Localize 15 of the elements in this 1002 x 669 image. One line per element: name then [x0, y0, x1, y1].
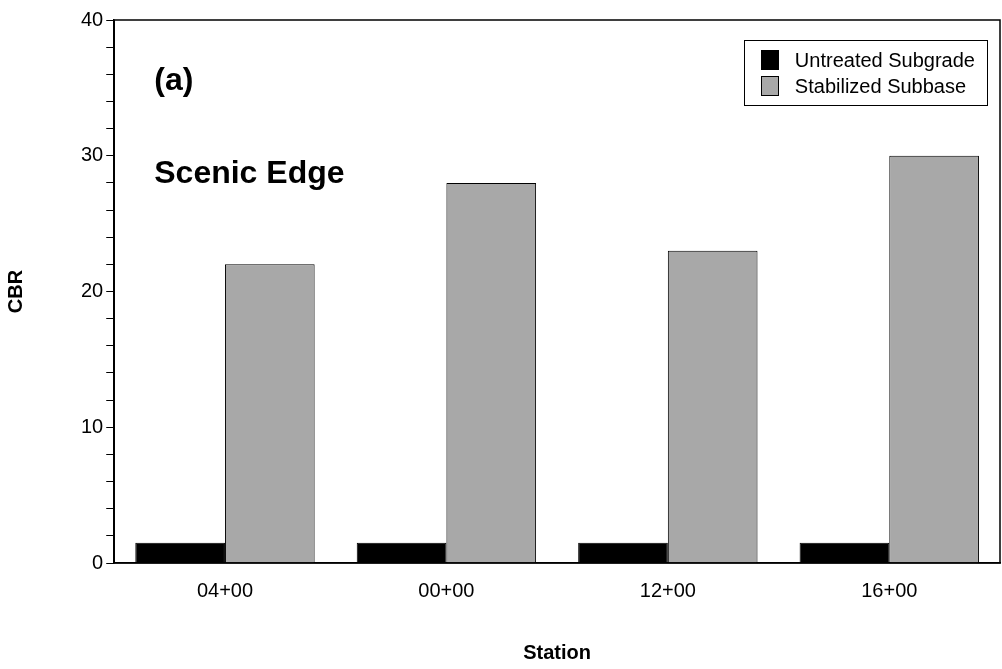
- x-tick-label: 16+00: [861, 578, 918, 601]
- x-tick-label: 00+00: [418, 578, 475, 601]
- x-axis-title: Station: [523, 640, 592, 663]
- y-tick-label: 40: [81, 7, 104, 30]
- y-axis-title: CBR: [3, 269, 26, 314]
- legend-label: Untreated Subgrade: [794, 48, 975, 73]
- x-tick-label: 04+00: [196, 578, 254, 601]
- y-tick-label: 20: [81, 279, 104, 302]
- y-tick-label: 30: [81, 143, 104, 166]
- legend-label: Stabilized Subbase: [794, 74, 967, 99]
- annotation: Scenic Edge: [154, 154, 345, 190]
- x-tick-label: 12+00: [639, 578, 696, 601]
- y-tick-label: 10: [81, 414, 104, 437]
- y-tick-label: 0: [92, 550, 104, 573]
- annotation: (a): [154, 61, 194, 97]
